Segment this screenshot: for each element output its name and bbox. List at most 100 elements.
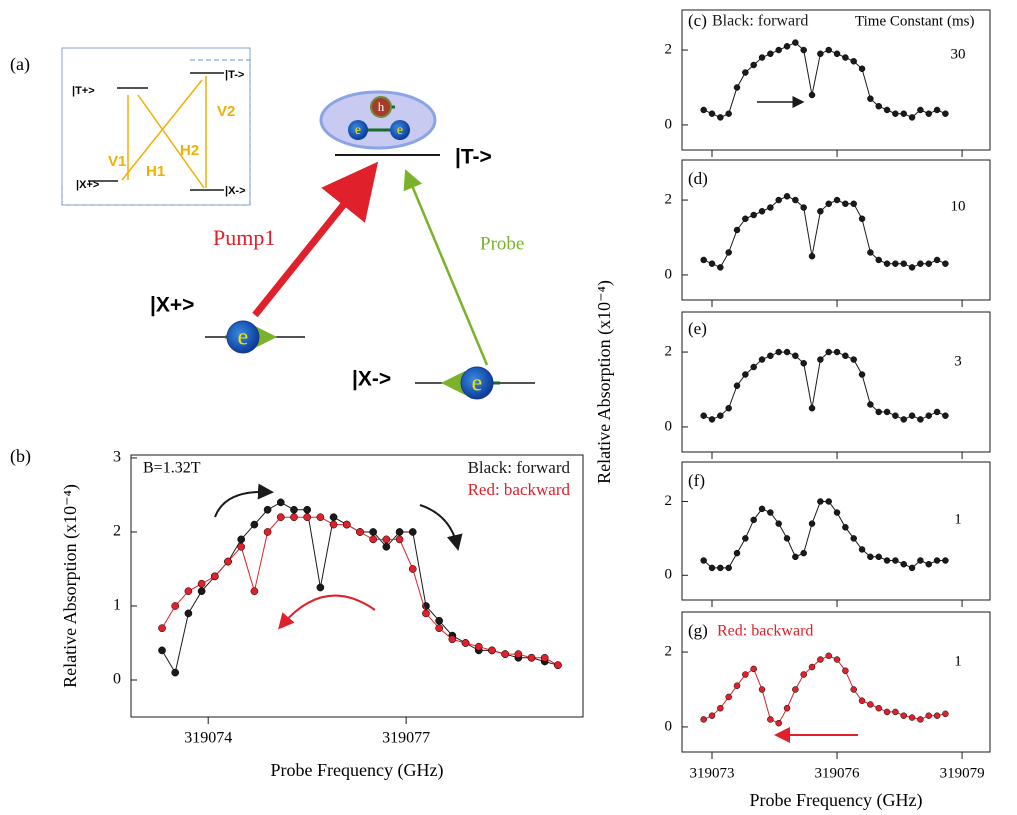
data-point — [329, 513, 338, 522]
electron-label: e — [397, 123, 403, 138]
data-point — [850, 58, 857, 65]
data-point — [825, 46, 832, 54]
data-point — [833, 196, 841, 204]
data-point — [825, 498, 832, 505]
data-point — [933, 712, 941, 719]
panel-label: (d) — [688, 169, 708, 188]
data-point — [708, 712, 716, 719]
data-point — [700, 716, 707, 723]
data-point — [767, 352, 774, 360]
data-point — [825, 200, 832, 208]
data-point — [792, 196, 799, 204]
data-point — [850, 535, 857, 542]
data-point — [875, 704, 882, 712]
electron-label: e — [472, 371, 483, 397]
data-point — [867, 95, 874, 102]
electron — [460, 366, 494, 400]
data-point — [717, 412, 724, 419]
data-point — [942, 557, 949, 564]
data-point — [942, 412, 949, 419]
data-point — [700, 106, 707, 114]
data-point — [758, 356, 766, 363]
data-point — [900, 260, 907, 267]
data-point — [825, 652, 832, 660]
annotation: 1 — [954, 653, 962, 669]
data-point — [783, 193, 791, 200]
sweep-arrow — [278, 594, 376, 630]
data-point — [892, 708, 899, 716]
data-point — [742, 535, 749, 542]
data-point — [800, 671, 807, 678]
data-point — [733, 226, 741, 234]
data-point — [842, 667, 849, 675]
data-point — [858, 546, 866, 553]
data-point — [808, 404, 816, 412]
data-point — [750, 211, 757, 219]
data-point — [883, 106, 891, 114]
data-point — [783, 704, 791, 712]
data-point — [717, 264, 724, 271]
annotation: 30 — [951, 46, 966, 62]
data-point — [933, 106, 941, 114]
data-point — [800, 204, 807, 211]
data-point — [395, 535, 404, 544]
data-point — [708, 416, 716, 423]
data-point — [808, 91, 816, 99]
probe-arrow — [403, 169, 489, 366]
panel-label: (b) — [10, 446, 31, 467]
data-point — [817, 50, 824, 58]
data-point — [488, 646, 496, 655]
data-point — [263, 505, 272, 514]
data-point — [210, 572, 219, 581]
data-point — [527, 653, 536, 662]
data-point — [833, 50, 841, 58]
pump-arrow — [252, 161, 379, 318]
hole-label: h — [378, 99, 385, 114]
data-point — [395, 528, 404, 536]
data-point — [356, 528, 364, 536]
level-label: |X-> — [352, 368, 391, 391]
data-point — [942, 110, 949, 117]
electron-label: e — [238, 325, 249, 351]
data-point — [817, 498, 824, 505]
data-point — [725, 110, 732, 117]
pump-label: Pump1 — [213, 225, 275, 250]
data-point — [742, 69, 749, 76]
data-point — [742, 215, 749, 223]
plot-frame — [681, 461, 991, 601]
data-point — [908, 264, 916, 271]
data-point — [435, 624, 444, 633]
data-point — [382, 542, 391, 551]
data-point — [750, 363, 757, 371]
data-point — [917, 716, 924, 723]
y-tick-label: 0 — [665, 567, 673, 583]
y-tick-label: 2 — [665, 493, 673, 509]
data-point — [808, 663, 816, 671]
data-point — [942, 710, 949, 718]
data-point — [925, 560, 932, 568]
data-point — [408, 528, 417, 536]
data-point — [369, 535, 378, 544]
annotation: B=1.32T — [143, 460, 201, 477]
electron-label: e — [355, 123, 361, 138]
data-point — [875, 102, 882, 110]
data-point — [725, 404, 732, 412]
data-point — [158, 624, 166, 633]
plot-frame — [130, 454, 584, 718]
data-point — [800, 360, 807, 367]
data-point — [942, 260, 949, 267]
panel-label: (c) — [688, 11, 707, 30]
data-point — [908, 114, 916, 121]
data-point — [900, 416, 907, 423]
x-tick-label: 319076 — [815, 765, 861, 781]
data-point — [867, 249, 874, 256]
data-point — [883, 408, 891, 416]
data-point — [883, 708, 891, 716]
data-point — [514, 650, 523, 658]
data-point — [800, 46, 807, 54]
data-point — [708, 564, 716, 572]
data-point — [792, 352, 799, 360]
transition-label: H1 — [146, 163, 165, 180]
x-axis-label: Probe Frequency (GHz) — [750, 790, 923, 811]
data-point — [303, 513, 312, 522]
